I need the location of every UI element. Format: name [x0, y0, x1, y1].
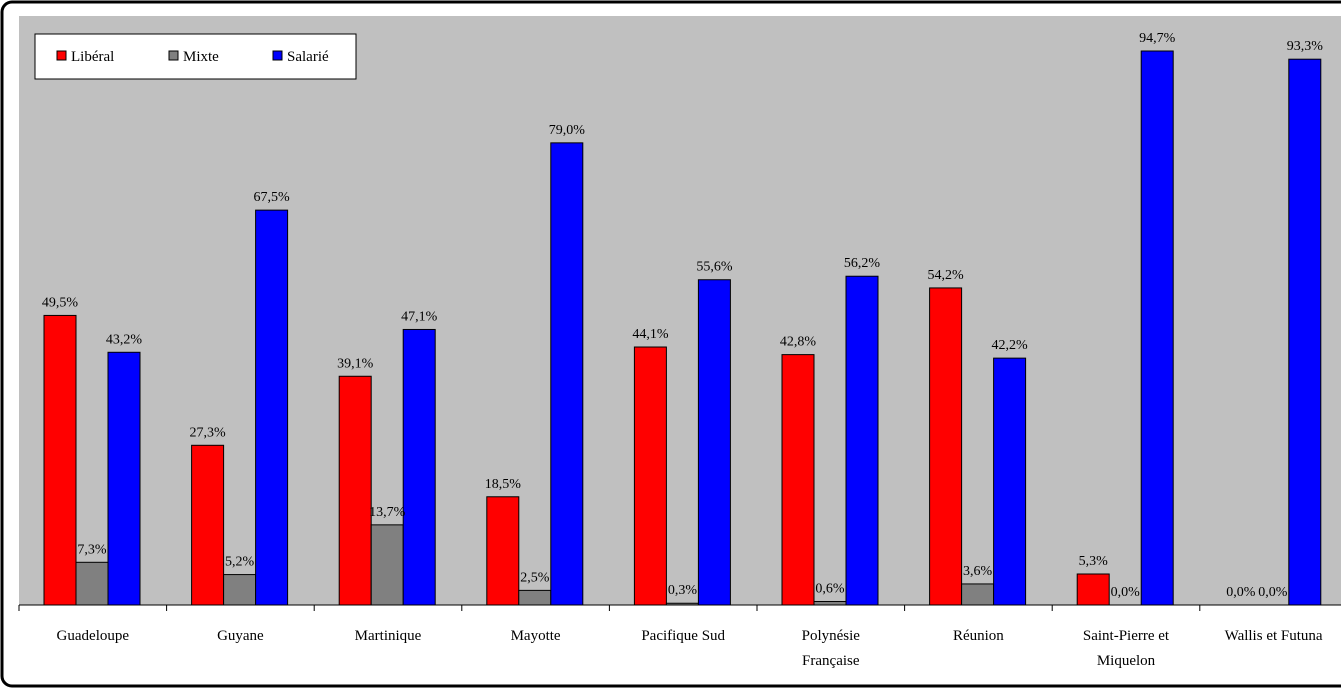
bar-libral-6	[929, 287, 963, 606]
x-tick-label: Miquelon	[1097, 653, 1156, 669]
bar-libral-2	[338, 375, 372, 606]
value-label: 39,1%	[337, 356, 374, 371]
x-axis: Guadeloupe Guyane Martinique Mayotte Pacifiq…	[18, 604, 1341, 669]
x-tick-label: Wallis et Futuna	[1225, 628, 1323, 644]
bar-salari-6	[993, 357, 1027, 606]
legend-label: Mixte	[183, 49, 219, 65]
value-label: 42,8%	[780, 335, 817, 350]
plot-area	[19, 16, 1341, 605]
value-label: 7,3%	[77, 542, 107, 557]
x-tick-label: Polynésie	[802, 628, 861, 644]
bar-salari-3	[550, 142, 584, 606]
x-tick-label: Saint-Pierre et	[1083, 628, 1170, 644]
x-tick-label: Mayotte	[511, 628, 561, 644]
value-label: 54,2%	[928, 268, 965, 283]
value-label: 0,0%	[1111, 585, 1141, 600]
x-tick-label: Guyane	[217, 628, 264, 644]
legend-swatch-2	[272, 50, 283, 61]
value-label: 0,6%	[815, 581, 845, 596]
bar-salari-4	[697, 279, 731, 606]
legend-label: Libéral	[71, 49, 114, 65]
bar-salari-7	[1140, 50, 1174, 606]
value-label: 18,5%	[485, 477, 522, 492]
value-label: 93,3%	[1287, 39, 1324, 54]
bar-mixte-2	[370, 524, 404, 606]
value-label: 55,6%	[696, 260, 733, 275]
bar-salari-1	[255, 209, 289, 606]
bar-mixte-1	[223, 574, 257, 606]
value-label: 67,5%	[254, 190, 291, 205]
x-tick-label: Réunion	[953, 628, 1004, 644]
bar-salari-0	[107, 351, 141, 606]
value-label: 47,1%	[401, 309, 438, 324]
bar-libral-1	[191, 444, 225, 606]
value-label: 42,2%	[992, 338, 1029, 353]
bar-salari-5	[845, 275, 879, 606]
value-label: 94,7%	[1139, 31, 1176, 46]
value-label: 44,1%	[632, 327, 669, 342]
x-tick-label: Pacifique Sud	[641, 628, 725, 644]
x-tick-label: Française	[802, 653, 860, 669]
bar-mixte-3	[518, 589, 552, 606]
bar-salari-8	[1288, 58, 1322, 606]
value-label: 49,5%	[42, 295, 79, 310]
bar-libral-4	[633, 346, 667, 606]
legend-label: Salarié	[287, 49, 329, 65]
value-label: 3,6%	[963, 564, 993, 579]
legend-box	[34, 33, 357, 80]
value-label: 13,7%	[369, 505, 406, 520]
bar-mixte-0	[75, 561, 109, 606]
value-labels-group: 49,5% 7,3% 43,2% 27,3% 5,2% 67,5% 39,1% 13,7% 47…	[42, 31, 1323, 600]
value-label: 56,2%	[844, 256, 881, 271]
x-tick-label: Martinique	[355, 628, 422, 644]
value-label: 43,2%	[106, 332, 143, 347]
bar-mixte-5	[813, 600, 847, 606]
bar-libral-7	[1076, 573, 1110, 606]
value-label: 0,3%	[668, 583, 698, 598]
value-label: 0,0%	[1226, 585, 1256, 600]
value-label: 0,0%	[1258, 585, 1288, 600]
legend-swatch-0	[56, 50, 67, 61]
legend: Libéral Mixte Salarié	[34, 33, 357, 80]
value-label: 2,5%	[520, 570, 550, 585]
value-label: 27,3%	[190, 425, 227, 440]
value-label: 79,0%	[549, 123, 586, 138]
bar-libral-5	[781, 354, 815, 606]
x-tick-label: Guadeloupe	[57, 628, 130, 644]
legend-swatch-1	[168, 50, 179, 61]
value-label: 5,3%	[1079, 554, 1109, 569]
bar-mixte-6	[961, 583, 995, 606]
bar-libral-3	[486, 496, 520, 606]
value-label: 5,2%	[225, 555, 255, 570]
bar-libral-0	[43, 314, 77, 606]
bar-salari-2	[402, 328, 436, 606]
